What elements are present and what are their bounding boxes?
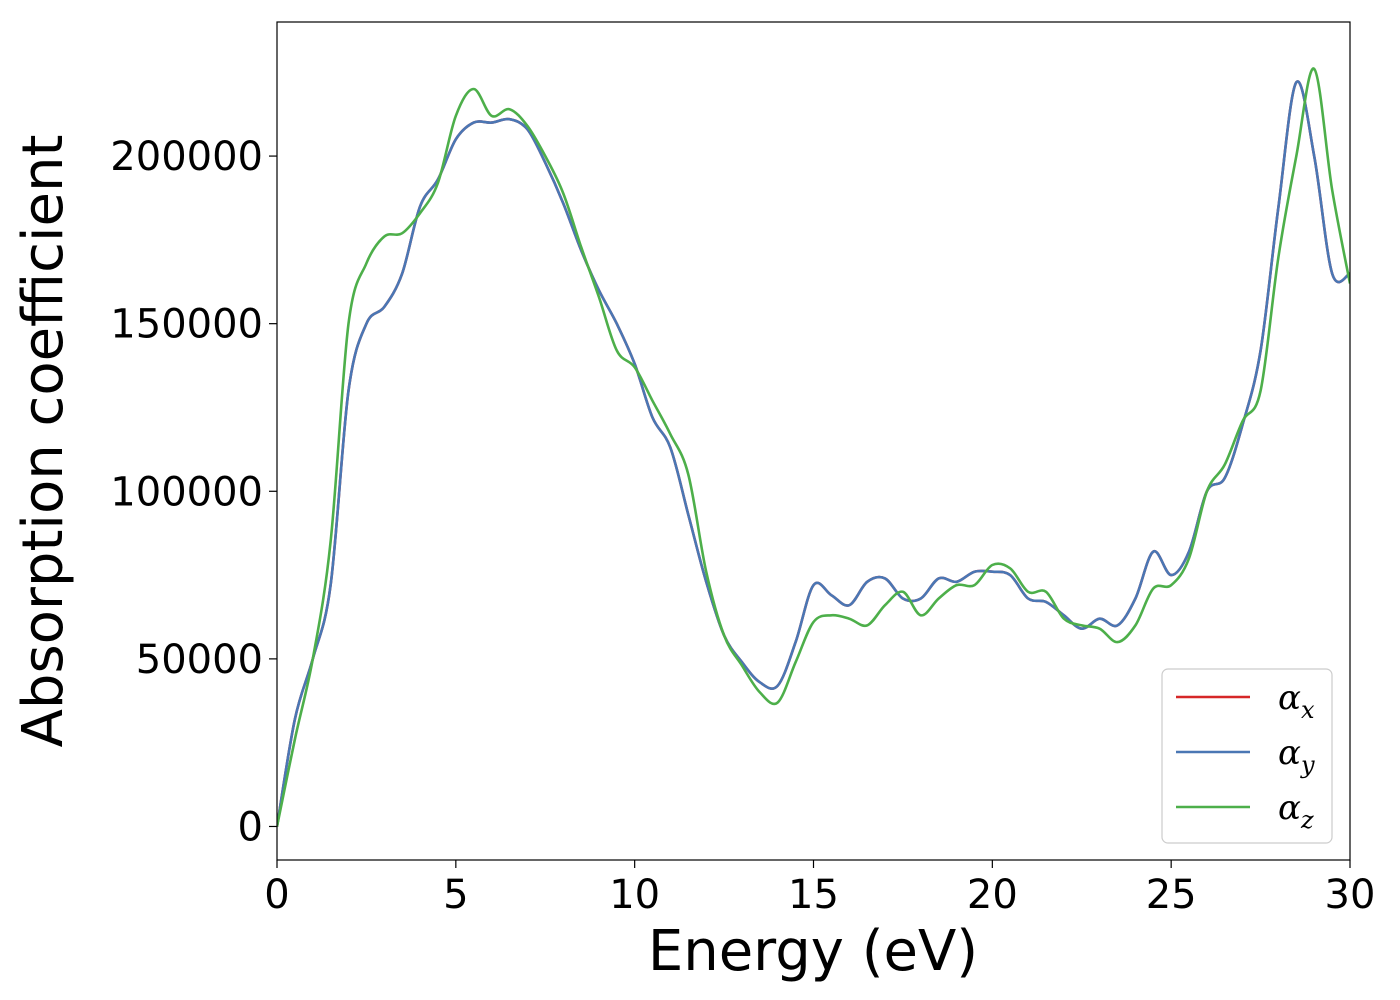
y-axis-label: Absorption coefficient [11, 135, 76, 748]
x-tick-label: 15 [788, 872, 839, 918]
y-tick-label: 100000 [110, 469, 263, 515]
x-tick-label: 30 [1325, 872, 1376, 918]
series-line-z [277, 67, 1350, 827]
x-tick-label: 20 [967, 872, 1018, 918]
x-axis-ticks: 0 5 10 15 20 25 30 [264, 860, 1375, 918]
legend-label-y: αy [1278, 733, 1315, 779]
series-layer [277, 67, 1350, 827]
legend-subscript: z [1300, 806, 1314, 834]
legend-symbol: α [1278, 733, 1301, 773]
legend-symbol: α [1278, 678, 1301, 718]
y-tick-label: 50000 [136, 637, 263, 683]
x-tick-label: 5 [443, 872, 468, 918]
x-tick-label: 10 [609, 872, 660, 918]
legend-label-z: αz [1278, 788, 1314, 834]
y-tick-label: 200000 [110, 134, 263, 180]
y-tick-label: 0 [238, 804, 263, 850]
legend-label-x: αx [1278, 678, 1315, 724]
legend-box [1161, 668, 1333, 844]
legend-subscript: y [1300, 751, 1315, 779]
legend-subscript: x [1301, 696, 1315, 724]
x-tick-label: 25 [1146, 872, 1197, 918]
legend-symbol: α [1278, 788, 1301, 828]
x-tick-label: 0 [264, 872, 289, 918]
x-axis-label: Energy (eV) [648, 919, 978, 984]
y-axis-ticks: 0 50000 100000 150000 200000 [110, 134, 277, 850]
y-tick-label: 150000 [110, 302, 263, 348]
